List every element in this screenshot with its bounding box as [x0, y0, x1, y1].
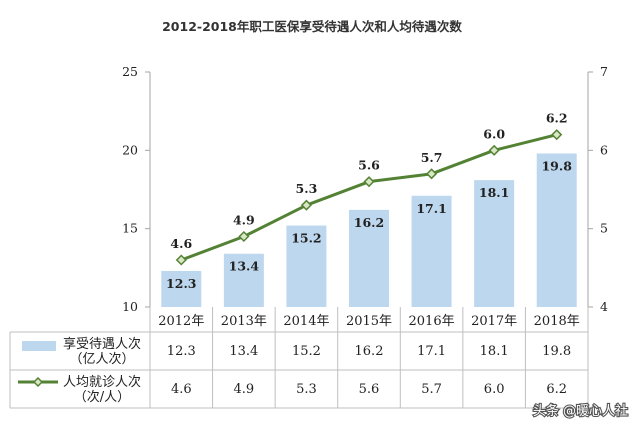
- bar-value-label: 16.2: [354, 215, 384, 230]
- legend-bar-label-line1: 享受待遇人次: [63, 336, 141, 352]
- watermark: 头条 @暖心人社: [533, 403, 628, 419]
- bar: [536, 153, 577, 307]
- category-label: 2018年: [534, 314, 580, 329]
- y-right-tick-label: 7: [600, 64, 608, 79]
- legend-line-label-line2: （次/人）: [74, 389, 130, 405]
- bar-value-label: 12.3: [166, 276, 196, 291]
- legend-bar-label-line2: （亿人次）: [69, 351, 134, 367]
- line-point: [426, 168, 438, 180]
- table-cell-bar: 12.3: [167, 344, 196, 359]
- line-point: [551, 129, 563, 141]
- table-cell-bar: 18.1: [480, 344, 509, 359]
- table-cell-line: 4.9: [234, 382, 255, 397]
- y-right-tick-label: 5: [600, 221, 608, 236]
- bar: [474, 180, 515, 307]
- y-right-tick-label: 6: [600, 142, 608, 157]
- table-cell-bar: 17.1: [417, 344, 446, 359]
- legend-line-label-line1: 人均就诊人次: [63, 374, 141, 390]
- table-cell-bar: 15.2: [292, 344, 321, 359]
- table-cell-line: 6.0: [484, 382, 505, 397]
- category-label: 2017年: [471, 314, 517, 329]
- table-cell-line: 5.6: [359, 382, 380, 397]
- line-value-label: 6.2: [546, 111, 568, 126]
- line-point: [488, 144, 500, 156]
- category-label: 2012年: [158, 314, 204, 329]
- bar-value-label: 17.1: [416, 201, 446, 216]
- bar-value-label: 13.4: [229, 259, 260, 274]
- table-cell-bar: 13.4: [229, 344, 258, 359]
- category-label: 2016年: [409, 314, 455, 329]
- category-label: 2015年: [346, 314, 392, 329]
- table-cell-line: 5.7: [421, 382, 442, 397]
- bar: [286, 225, 327, 307]
- line-point: [238, 230, 250, 243]
- line-value-label: 4.9: [233, 213, 255, 228]
- legend-bar-swatch: [22, 341, 56, 351]
- y-left-tick-label: 15: [122, 221, 138, 236]
- line-point: [363, 176, 375, 188]
- line-value-label: 5.6: [358, 158, 380, 173]
- bar: [411, 195, 452, 307]
- bar: [349, 209, 389, 307]
- category-label: 2013年: [221, 314, 267, 329]
- bar: [161, 270, 202, 307]
- y-left-tick-label: 10: [122, 299, 138, 314]
- table-cell-line: 5.3: [296, 382, 317, 397]
- table-cell-bar: 16.2: [355, 344, 384, 359]
- table-cell-line: 4.6: [171, 382, 192, 397]
- line-point: [175, 254, 187, 266]
- line-value-label: 5.7: [421, 150, 443, 165]
- line-value-label: 5.3: [296, 181, 318, 196]
- line-value-label: 6.0: [483, 126, 505, 141]
- legend-line-marker: [32, 376, 44, 388]
- table-cell-line: 6.2: [546, 382, 567, 397]
- table-cell-bar: 19.8: [542, 344, 571, 359]
- line-point: [300, 199, 312, 211]
- bar-value-label: 15.2: [291, 231, 321, 246]
- line-value-label: 4.6: [170, 236, 192, 251]
- bar-value-label: 19.8: [541, 158, 572, 173]
- category-label: 2014年: [283, 314, 329, 329]
- bar: [223, 253, 264, 307]
- bar-value-label: 18.1: [479, 185, 509, 200]
- y-right-tick-label: 4: [600, 299, 608, 314]
- chart-title: 2012-2018年职工医保享受待遇人次和人均待遇次数: [162, 19, 462, 34]
- y-left-tick-label: 20: [122, 142, 138, 157]
- y-left-tick-label: 25: [122, 64, 138, 79]
